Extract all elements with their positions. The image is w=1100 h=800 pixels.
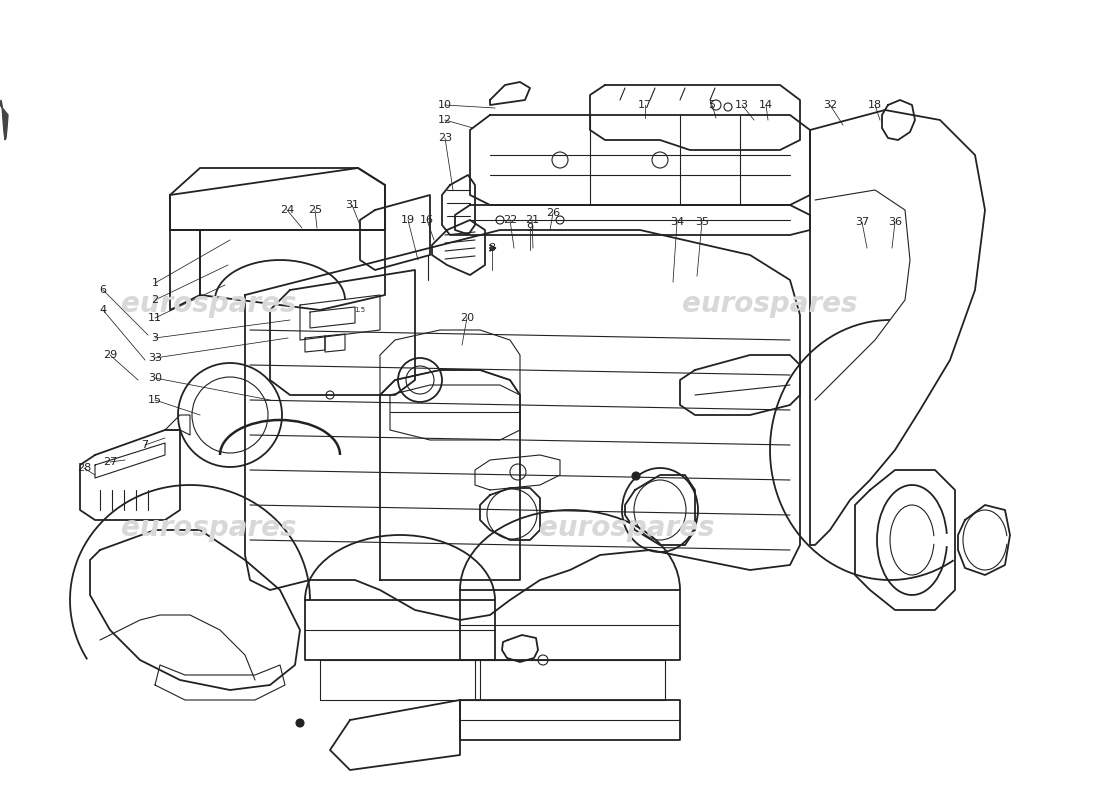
Text: 5: 5 bbox=[708, 100, 715, 110]
Text: 21: 21 bbox=[525, 215, 539, 225]
Text: 32: 32 bbox=[823, 100, 837, 110]
Text: eurospares: eurospares bbox=[539, 514, 715, 542]
Text: 11: 11 bbox=[148, 313, 162, 323]
Text: 18: 18 bbox=[868, 100, 882, 110]
Text: 8: 8 bbox=[488, 243, 496, 253]
Text: 29: 29 bbox=[103, 350, 117, 360]
Text: 31: 31 bbox=[345, 200, 359, 210]
Text: 19: 19 bbox=[400, 215, 415, 225]
Text: 12: 12 bbox=[438, 115, 452, 125]
Text: 1: 1 bbox=[152, 278, 158, 288]
Text: 36: 36 bbox=[888, 217, 902, 227]
Text: 30: 30 bbox=[148, 373, 162, 383]
Text: 22: 22 bbox=[503, 215, 517, 225]
Text: 25: 25 bbox=[308, 205, 322, 215]
Text: 34: 34 bbox=[670, 217, 684, 227]
Text: 3: 3 bbox=[152, 333, 158, 343]
Text: 7: 7 bbox=[142, 440, 148, 450]
Text: 13: 13 bbox=[735, 100, 749, 110]
Text: 26: 26 bbox=[546, 208, 560, 218]
Text: 23: 23 bbox=[438, 133, 452, 143]
Circle shape bbox=[296, 719, 304, 727]
Text: 9: 9 bbox=[527, 223, 534, 233]
Text: 1.5: 1.5 bbox=[354, 307, 365, 313]
Polygon shape bbox=[0, 100, 8, 140]
Text: eurospares: eurospares bbox=[121, 290, 297, 318]
Text: 17: 17 bbox=[638, 100, 652, 110]
Text: 35: 35 bbox=[695, 217, 710, 227]
Text: 28: 28 bbox=[77, 463, 91, 473]
Text: 27: 27 bbox=[103, 457, 117, 467]
Text: 15: 15 bbox=[148, 395, 162, 405]
Text: 16: 16 bbox=[420, 215, 434, 225]
Text: 33: 33 bbox=[148, 353, 162, 363]
Text: 24: 24 bbox=[279, 205, 294, 215]
Text: 10: 10 bbox=[438, 100, 452, 110]
Text: 2: 2 bbox=[152, 295, 158, 305]
Text: 4: 4 bbox=[99, 305, 107, 315]
Text: eurospares: eurospares bbox=[682, 290, 858, 318]
Circle shape bbox=[632, 472, 640, 480]
Text: eurospares: eurospares bbox=[121, 514, 297, 542]
Text: 37: 37 bbox=[855, 217, 869, 227]
Text: 6: 6 bbox=[99, 285, 107, 295]
Text: 20: 20 bbox=[460, 313, 474, 323]
Text: 14: 14 bbox=[759, 100, 773, 110]
